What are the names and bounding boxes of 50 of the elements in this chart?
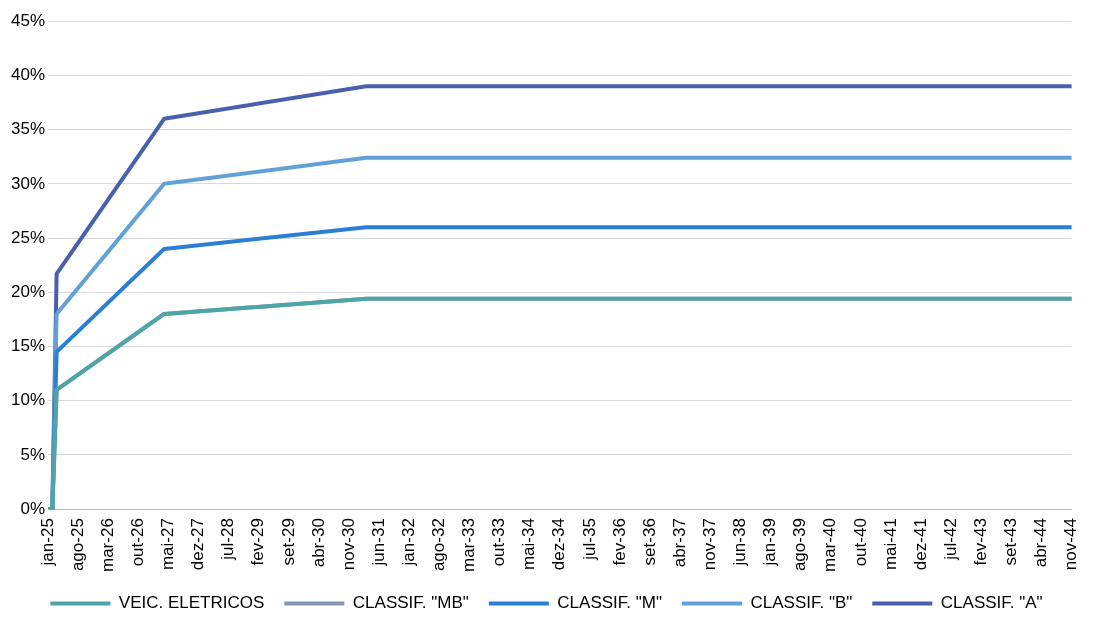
y-tick-label: 10%	[10, 390, 46, 410]
x-tick-label: mai-27	[158, 518, 178, 571]
x-tick-label: dez-34	[549, 518, 569, 571]
y-tick-label: 40%	[10, 65, 46, 85]
x-tick-label: abr-37	[669, 518, 689, 568]
x-tick-label: nov-37	[700, 518, 720, 571]
y-tick-label: 25%	[10, 227, 46, 247]
x-tick-label: out-40	[850, 518, 870, 567]
x-tick-label: ago-32	[429, 518, 449, 572]
y-tick-label: 15%	[10, 336, 46, 356]
x-tick-label: jan-25	[37, 518, 57, 567]
x-tick-label: mai-41	[880, 518, 900, 571]
x-tick-label: mai-34	[519, 518, 539, 571]
x-tick-label: ago-39	[790, 518, 810, 572]
x-tick-label: jul-28	[218, 518, 238, 561]
legend-label: CLASSIF. "B"	[750, 593, 853, 613]
x-tick-label: set-43	[1001, 518, 1021, 566]
y-tick-label: 0%	[20, 498, 46, 518]
x-tick-label: nov-44	[1061, 518, 1081, 571]
y-tick-label: 5%	[20, 444, 46, 464]
legend-label: CLASSIF. "A"	[940, 593, 1043, 613]
x-tick-label: dez-27	[188, 518, 208, 571]
x-tick-label: nov-30	[338, 518, 358, 571]
x-tick-label: jul-42	[940, 518, 960, 561]
x-tick-label: fev-43	[970, 518, 990, 566]
x-tick-label: jan-39	[760, 518, 780, 567]
x-tick-label: ago-25	[67, 518, 87, 572]
x-tick-label: set-29	[278, 518, 298, 566]
legend-label: CLASSIF. "M"	[557, 593, 662, 613]
x-tick-label: fev-36	[609, 518, 629, 566]
x-tick-label: jul-35	[579, 518, 599, 561]
x-tick-label: mar-40	[820, 518, 840, 573]
x-tick-label: mar-26	[97, 518, 117, 573]
y-tick-label: 30%	[10, 173, 46, 193]
legend-label: VEIC. ELETRICOS	[118, 593, 265, 613]
x-tick-label: mar-33	[459, 518, 479, 573]
x-tick-label: abr-44	[1031, 518, 1051, 568]
x-tick-label: out-33	[489, 518, 509, 567]
x-tick-label: abr-30	[308, 518, 328, 568]
legend-label: CLASSIF. "MB"	[352, 593, 469, 613]
x-tick-label: jun-38	[730, 518, 750, 567]
y-tick-label: 20%	[10, 281, 46, 301]
x-tick-label: jan-32	[398, 518, 418, 567]
y-tick-label: 35%	[10, 119, 46, 139]
x-tick-label: jun-31	[368, 518, 388, 567]
y-tick-label: 45%	[10, 10, 46, 30]
x-tick-label: dez-41	[910, 518, 930, 571]
x-tick-label: set-36	[639, 518, 659, 566]
x-tick-label: fev-29	[248, 518, 268, 566]
x-tick-label: out-26	[128, 518, 148, 567]
